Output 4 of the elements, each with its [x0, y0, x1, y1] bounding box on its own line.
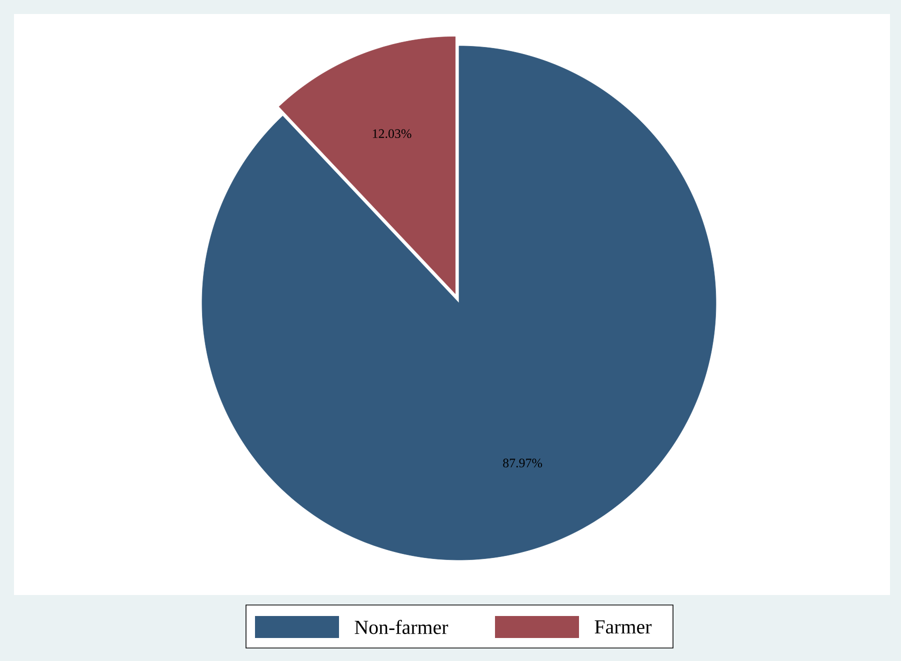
legend-label: Farmer [594, 620, 652, 634]
data-label: 12.03% [372, 129, 412, 138]
legend-label: Non-farmer [354, 620, 448, 634]
data-label: 87.97% [503, 458, 542, 468]
